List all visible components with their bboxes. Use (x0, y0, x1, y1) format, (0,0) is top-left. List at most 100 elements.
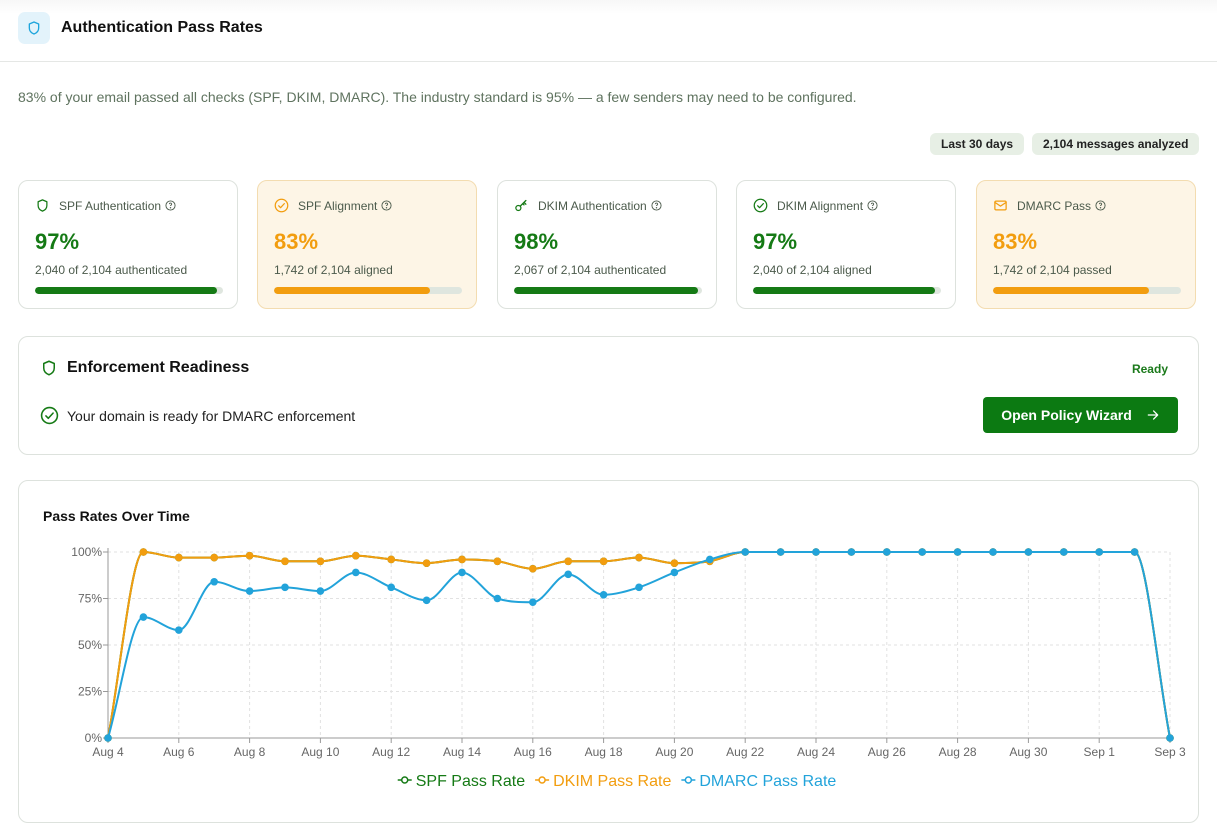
x-tick-label: Aug 18 (585, 745, 623, 759)
card-title: SPF Authentication (59, 199, 176, 213)
data-point (210, 577, 218, 586)
data-point (387, 555, 396, 564)
enforcement-title: Enforcement Readiness (67, 359, 250, 376)
card-title-text: SPF Alignment (298, 199, 378, 213)
legend-label: DKIM Pass Rate (553, 773, 671, 790)
x-tick-label: Aug 16 (514, 745, 552, 759)
data-point (1060, 548, 1068, 556)
x-tick-label: Aug 14 (443, 745, 481, 759)
data-point (493, 557, 502, 566)
chart: 0% 25% 50% 75% 100% Aug 4 Aug 6 Aug 8 Aug 10 Aug … (71, 545, 1186, 790)
x-tick-label: Aug 4 (92, 745, 124, 759)
data-point (741, 548, 749, 556)
data-point (635, 583, 643, 592)
chart-panel: Pass Rates Over Time 0% 25% 50% 75% 100% Aug … (18, 480, 1199, 823)
progress-track (35, 287, 223, 294)
data-point (670, 559, 679, 567)
progress-fill (753, 287, 936, 294)
progress-fill (993, 287, 1150, 294)
arrow-icon[interactable] (1146, 408, 1160, 422)
data-point (139, 548, 148, 556)
chart-title: Pass Rates Over Time (43, 508, 190, 524)
x-tick-label: Aug 20 (655, 745, 693, 759)
y-tick-label: 0% (85, 731, 103, 745)
data-point (847, 548, 856, 556)
card-detail: 1,742 of 2,104 passed (993, 263, 1112, 277)
data-point (599, 590, 608, 599)
metric-card: DKIM Authentication 98% 2,067 of 2,104 aut… (497, 180, 717, 309)
data-point (422, 596, 431, 605)
data-point (316, 587, 325, 595)
x-tick-label: Sep 1 (1084, 745, 1116, 759)
legend-swatch-dot (400, 776, 409, 784)
progress-fill (35, 287, 218, 294)
progress-track (274, 287, 462, 294)
summary: 83% of your email passed all checks (SPF… (18, 89, 857, 105)
card-title-text: DKIM Alignment (777, 199, 864, 213)
help-icon[interactable] (1091, 199, 1106, 213)
help-icon[interactable] (377, 199, 392, 213)
metric-card: DKIM Alignment 97% 2,040 of 2,104 aligned (736, 180, 956, 309)
data-point (493, 594, 502, 603)
x-tick-label: Aug 10 (301, 745, 339, 759)
help-icon[interactable] (647, 199, 662, 213)
data-point (139, 613, 148, 621)
help-icon[interactable] (161, 199, 176, 213)
card-title: DKIM Authentication (538, 199, 662, 213)
card-detail: 2,067 of 2,104 authenticated (514, 263, 667, 277)
x-tick-label: Aug 22 (726, 745, 764, 759)
progress-track (514, 287, 702, 294)
data-point (1130, 548, 1139, 556)
button-label[interactable]: Open Policy Wizard (1001, 407, 1132, 423)
data-point (245, 551, 254, 560)
check-icon (40, 406, 59, 425)
data-point (883, 548, 891, 556)
card-value: 97% (753, 229, 798, 254)
card-icon (514, 198, 529, 218)
x-tick-label: Aug 6 (163, 745, 195, 759)
card-title-text: DKIM Authentication (538, 199, 647, 213)
data-point (281, 557, 289, 566)
data-point (918, 548, 926, 556)
y-tick-label: 25% (78, 685, 102, 699)
data-point (352, 551, 360, 560)
legend-item: SPF Pass Rate (397, 773, 525, 790)
card-title: DKIM Alignment (777, 199, 878, 213)
card-title-text: SPF Authentication (59, 199, 162, 213)
card-value: 83% (993, 229, 1038, 254)
data-point (352, 568, 360, 577)
data-point (316, 557, 325, 566)
data-point (635, 553, 643, 562)
policy-wizard-button[interactable]: Open Policy Wizard (983, 397, 1178, 433)
badge: Last 30 days (930, 133, 1025, 155)
data-point (458, 568, 466, 577)
x-tick-label: Aug 12 (372, 745, 410, 759)
card-detail: 2,040 of 2,104 aligned (753, 263, 872, 277)
legend: SPF Pass Rate DKIM Pass Rate DMARC Pass Ra… (397, 773, 836, 790)
enforcement-panel: Enforcement Readiness Ready Your domain … (18, 336, 1199, 455)
data-point (599, 557, 608, 566)
data-point (529, 564, 537, 573)
help-icon[interactable] (863, 199, 878, 213)
data-point (458, 555, 466, 564)
data-point (1166, 734, 1174, 742)
header: Authentication Pass Rates (0, 0, 1217, 62)
progress-fill (514, 287, 699, 294)
card-title-text: DMARC Pass (1017, 199, 1092, 213)
y-tick-label: 75% (78, 592, 102, 606)
x-tick-label: Aug 8 (234, 745, 266, 759)
legend-label: SPF Pass Rate (416, 773, 525, 790)
x-tick-label: Aug 24 (797, 745, 835, 759)
card-detail: 1,742 of 2,104 aligned (274, 263, 393, 277)
x-tick-label: Sep 3 (1154, 745, 1186, 759)
data-point (1024, 548, 1033, 556)
card-value: 97% (35, 229, 80, 254)
metric-card: SPF Alignment 83% 1,742 of 2,104 aligned (257, 180, 477, 309)
metric-card: DMARC Pass 83% 1,742 of 2,104 passed (976, 180, 1196, 309)
data-point (529, 598, 537, 607)
data-point (564, 557, 572, 566)
progress-fill (274, 287, 431, 294)
data-point (953, 548, 962, 556)
card-title: SPF Alignment (298, 199, 392, 213)
